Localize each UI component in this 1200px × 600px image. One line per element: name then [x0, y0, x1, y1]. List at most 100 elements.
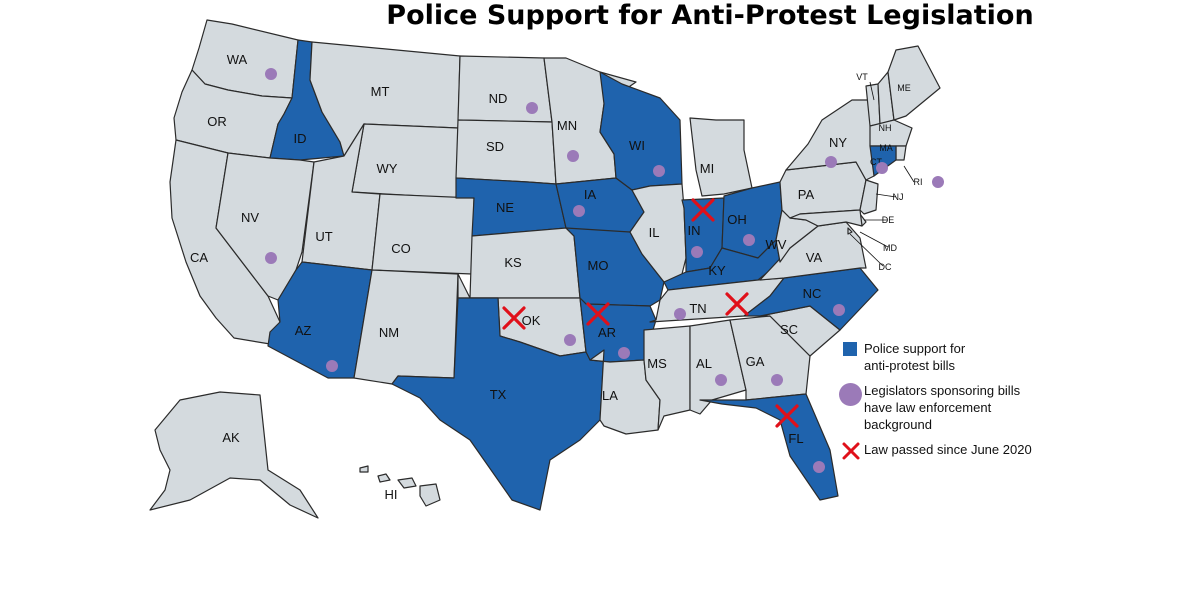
state-label-mo: MO — [588, 258, 609, 273]
state-label-ri: RI — [914, 177, 923, 187]
state-label-me: ME — [897, 83, 911, 93]
state-label-vt: VT — [856, 72, 868, 82]
state-nc — [743, 267, 879, 331]
state-label-az: AZ — [295, 323, 312, 338]
state-label-oh: OH — [727, 212, 747, 227]
state-label-ga: GA — [746, 354, 765, 369]
state-hi — [359, 465, 441, 507]
state-label-nd: ND — [489, 91, 508, 106]
legend-law: Law passed since June 2020 — [838, 441, 1078, 461]
state-label-mn: MN — [557, 118, 577, 133]
state-nd — [457, 55, 553, 123]
state-md — [789, 209, 863, 227]
state-ks — [469, 227, 581, 299]
sponsor-dot-nv — [265, 252, 277, 264]
state-me — [887, 45, 941, 121]
law-passed-x-fl — [775, 404, 799, 428]
state-label-dc: DC — [879, 262, 892, 272]
state-ak — [149, 391, 319, 519]
legend-sponsor-dot — [839, 383, 862, 406]
sponsor-dot-oh — [743, 234, 755, 246]
state-dc — [847, 227, 853, 235]
state-label-pa: PA — [798, 187, 815, 202]
state-label-wy: WY — [377, 161, 398, 176]
state-label-ne: NE — [496, 200, 514, 215]
state-label-or: OR — [207, 114, 227, 129]
state-label-mi: MI — [700, 161, 714, 176]
state-label-hi: HI — [385, 487, 398, 502]
state-nv — [215, 152, 315, 301]
sponsor-dot-ar — [618, 347, 630, 359]
state-label-ky: KY — [708, 263, 726, 278]
law-passed-x-ok — [502, 306, 526, 330]
legend-sponsor-label: Legislators sponsoring bills have law en… — [864, 383, 1021, 432]
state-ma — [869, 119, 913, 147]
state-label-in: IN — [688, 223, 701, 238]
state-nj — [859, 179, 879, 215]
state-label-wv: WV — [766, 237, 787, 252]
law-passed-x-in — [691, 198, 715, 222]
sponsor-dot-wi — [653, 165, 665, 177]
state-label-ar: AR — [598, 325, 616, 340]
state-label-nv: NV — [241, 210, 259, 225]
state-label-ma: MA — [879, 143, 893, 153]
sponsor-dot-ga — [771, 374, 783, 386]
state-tx — [391, 297, 605, 511]
state-ri — [895, 145, 907, 161]
legend-law-x-icon — [842, 442, 860, 460]
sponsor-dot-az — [326, 360, 338, 372]
legend-support-swatch — [843, 342, 857, 356]
sponsor-dot-ok — [564, 334, 576, 346]
state-label-nj: NJ — [893, 192, 904, 202]
state-pa — [779, 161, 867, 219]
state-label-de: DE — [882, 215, 895, 225]
state-label-wi: WI — [629, 138, 645, 153]
leader-line-ri — [903, 165, 915, 183]
state-label-nm: NM — [379, 325, 399, 340]
state-label-fl: FL — [788, 431, 803, 446]
legend-support-label: Police support for anti-protest bills — [864, 341, 966, 373]
state-label-co: CO — [391, 241, 411, 256]
law-passed-x-ar — [586, 302, 610, 326]
state-label-sd: SD — [486, 139, 504, 154]
state-label-nc: NC — [803, 286, 822, 301]
state-label-va: VA — [806, 250, 823, 265]
legend-support: Police support for anti-protest bills — [838, 340, 1078, 374]
sponsor-dot-fl — [813, 461, 825, 473]
map-title: Police Support for Anti-Protest Legislat… — [386, 0, 1034, 31]
state-label-ok: OK — [522, 313, 541, 328]
leader-line-nj — [875, 193, 897, 198]
sponsor-dot-mn — [567, 150, 579, 162]
state-label-tn: TN — [689, 301, 706, 316]
state-label-ia: IA — [584, 187, 597, 202]
legend-sponsor: Legislators sponsoring bills have law en… — [838, 382, 1078, 433]
state-label-tx: TX — [490, 387, 507, 402]
state-label-il: IL — [649, 225, 660, 240]
state-label-ks: KS — [504, 255, 522, 270]
state-label-id: ID — [294, 131, 307, 146]
sponsor-dot-ct — [876, 162, 888, 174]
state-co — [371, 193, 475, 275]
state-label-ut: UT — [315, 229, 332, 244]
legend: Police support for anti-protest bills Le… — [838, 340, 1078, 469]
leader-line-vt — [869, 81, 875, 101]
sponsor-dot-nc — [833, 304, 845, 316]
sponsor-dot-tn — [674, 308, 686, 320]
state-label-ak: AK — [222, 430, 240, 445]
state-label-nh: NH — [879, 123, 892, 133]
state-sd — [455, 119, 557, 185]
sponsor-dot-al — [715, 374, 727, 386]
state-label-la: LA — [602, 388, 618, 403]
legend-law-label: Law passed since June 2020 — [864, 442, 1032, 457]
state-label-wa: WA — [227, 52, 248, 67]
state-fl — [699, 393, 839, 501]
state-label-ny: NY — [829, 135, 847, 150]
state-label-ca: CA — [190, 250, 208, 265]
law-passed-x-tn — [725, 292, 749, 316]
state-nm — [353, 269, 459, 385]
sponsor-dot-wa — [265, 68, 277, 80]
sponsor-dot-in — [691, 246, 703, 258]
leader-line-md — [859, 231, 889, 248]
leader-line-dc — [849, 233, 884, 267]
